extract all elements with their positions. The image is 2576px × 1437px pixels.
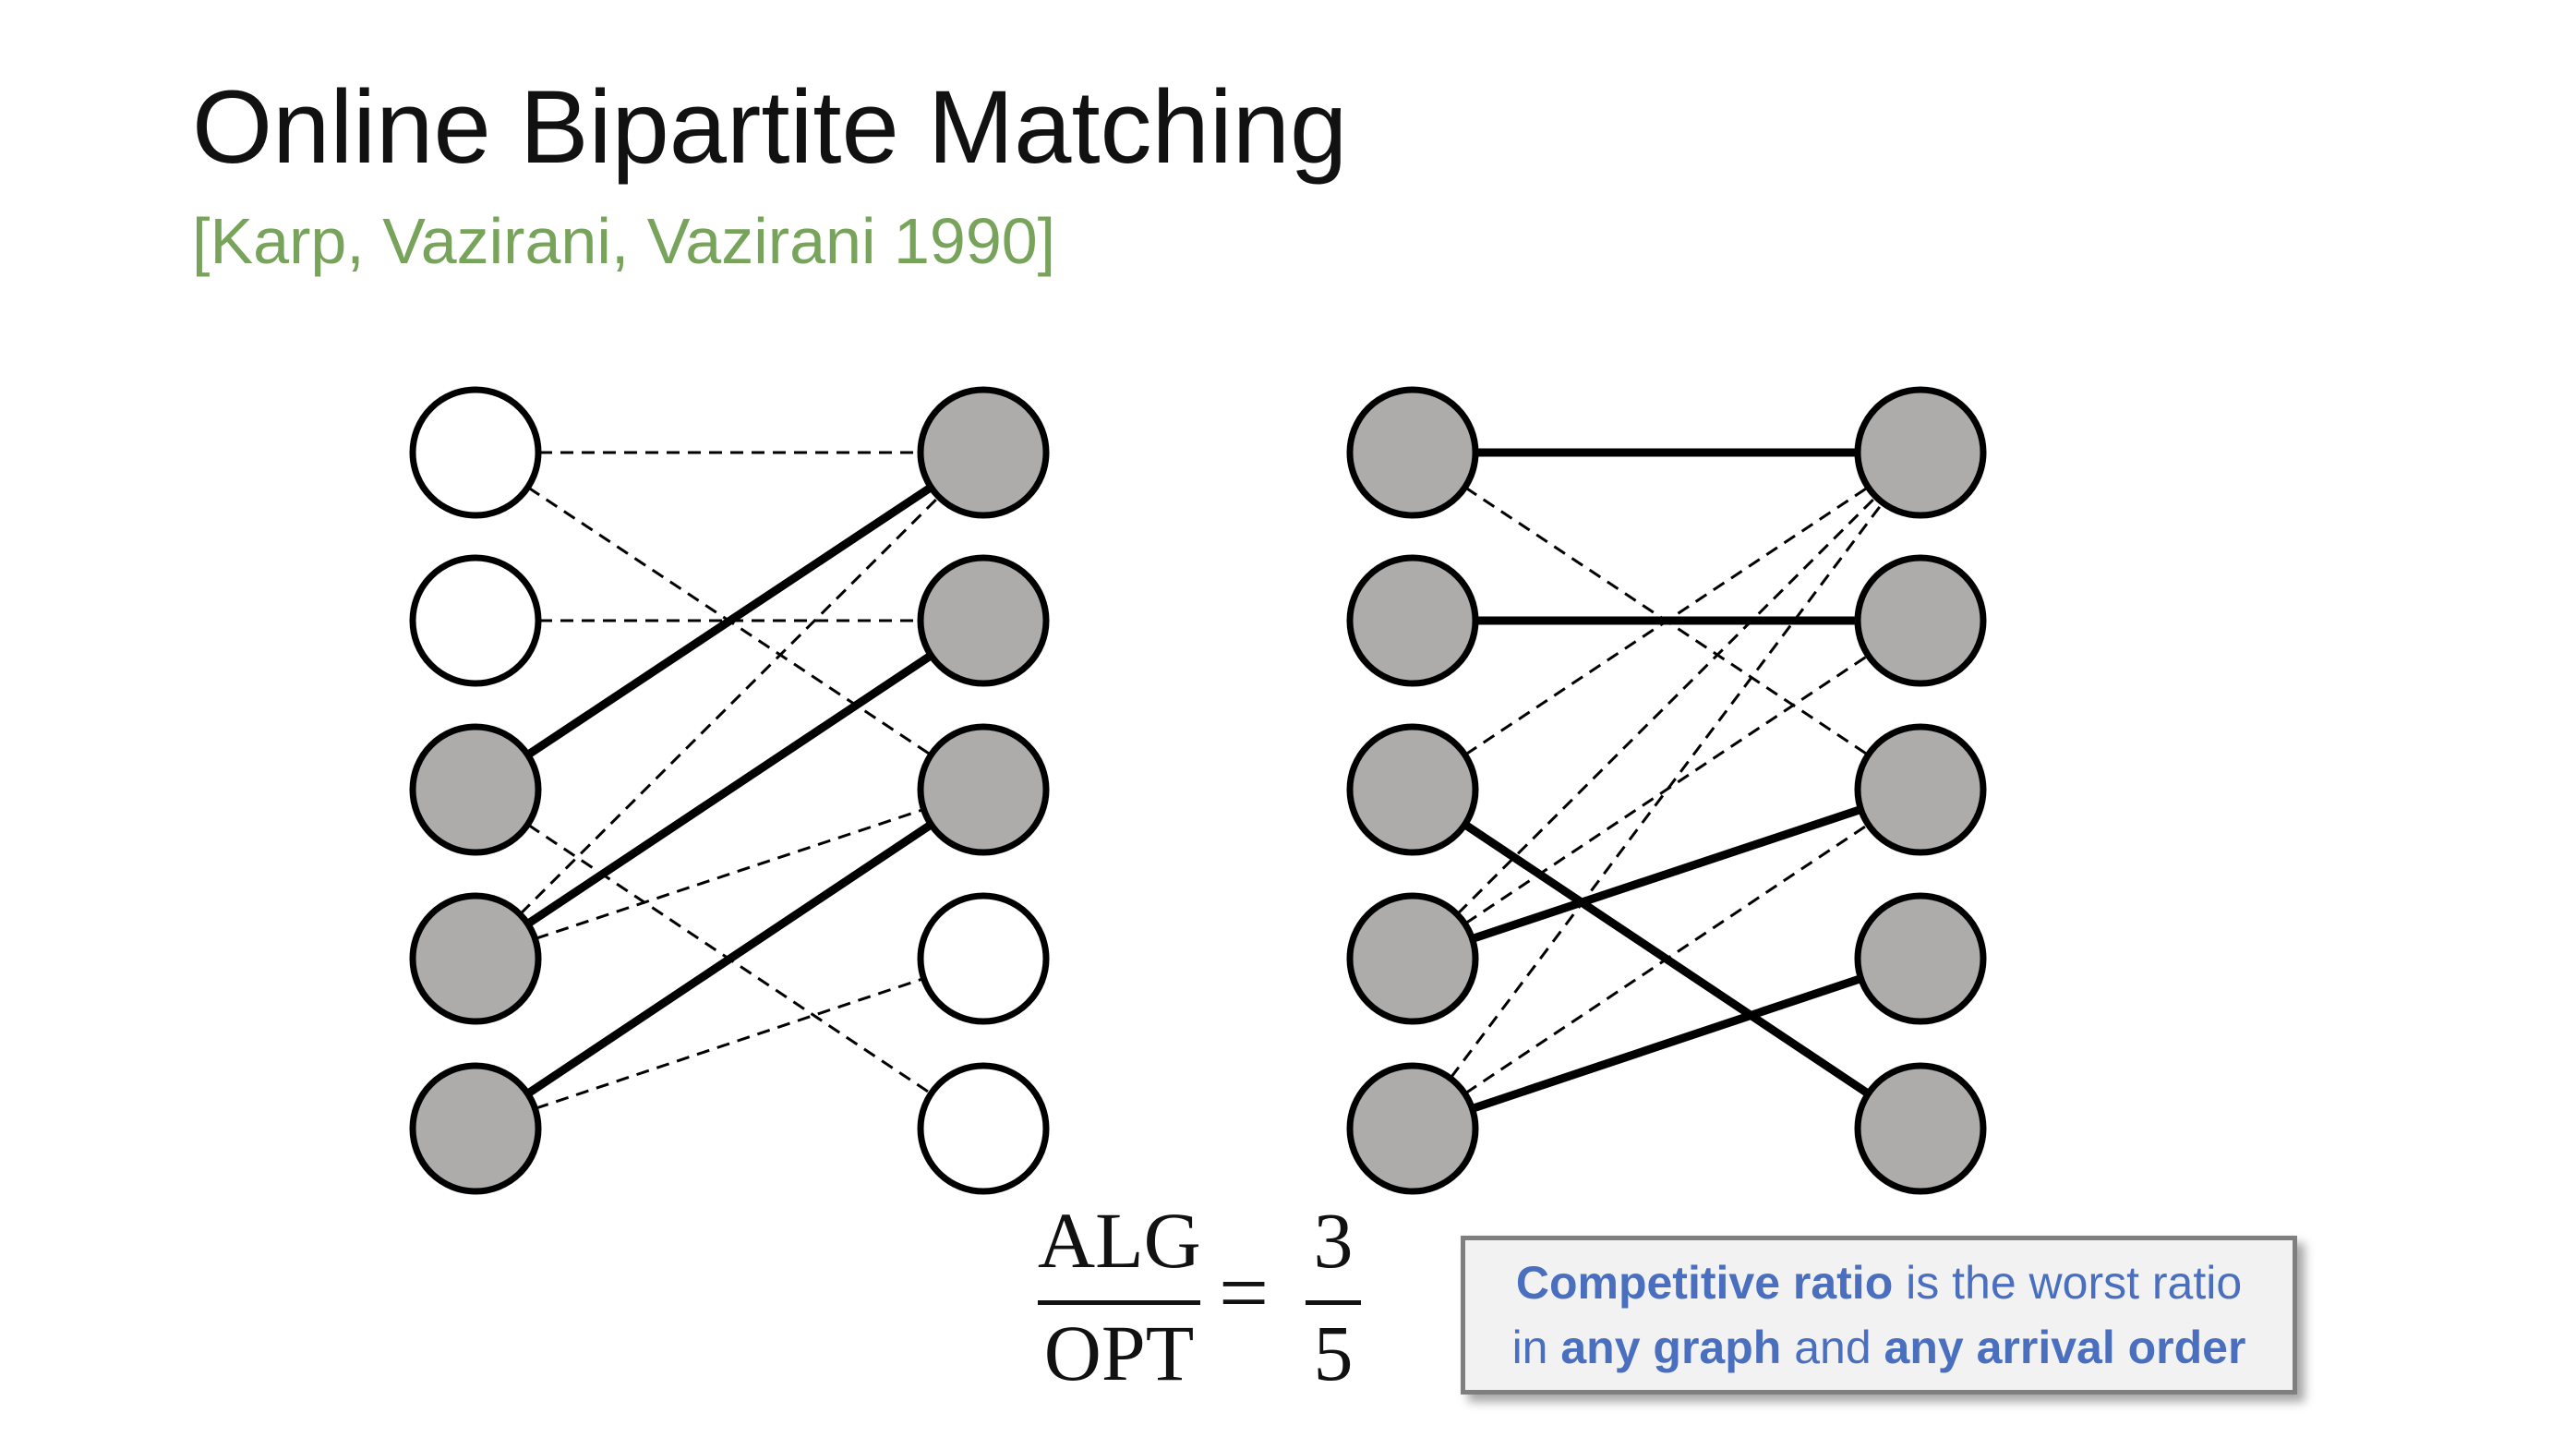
alg-left-vertex [409, 723, 542, 856]
alg-left-vertex [409, 1062, 542, 1195]
callout-text: in [1511, 1322, 1561, 1373]
alg-right-vertex [917, 1062, 1050, 1195]
alg-label: ALG [1038, 1196, 1201, 1285]
callout-bold-term: Competitive ratio [1515, 1257, 1894, 1309]
algorithm-matching-graph [409, 386, 1050, 1195]
alg-candidate-edge [475, 788, 984, 960]
callout-text: is the worst ratio [1893, 1257, 2243, 1309]
slide-title: Online Bipartite Matching [192, 69, 1348, 185]
alg-right-vertex [917, 554, 1050, 687]
opt-right-vertex [1854, 723, 1987, 856]
callout-text: and [1781, 1322, 1884, 1373]
opt-left-vertex [1346, 386, 1479, 519]
alg-left-vertex [409, 386, 542, 519]
opt-left-vertex [1346, 1062, 1479, 1195]
alg-right-vertex [917, 386, 1050, 519]
alg-candidate-edge [475, 957, 984, 1130]
callout-line-1: Competitive ratio is the worst ratio [1465, 1250, 2293, 1315]
callout-bold-term: any graph [1560, 1322, 1782, 1373]
three-fifths-fraction: 3 5 [1306, 1201, 1361, 1413]
callout-bold-term: any arrival order [1884, 1322, 2246, 1373]
competitive-ratio-callout: Competitive ratio is the worst ratio in … [1461, 1236, 2297, 1395]
fraction-bar [1038, 1300, 1200, 1305]
equals-sign: = [1219, 1243, 1270, 1342]
opt-candidate-edge [1411, 451, 1922, 960]
alg-right-vertex [917, 892, 1050, 1025]
alg-matched-edge [473, 449, 986, 793]
alg-left-vertex [409, 892, 542, 1025]
alg-left-vertex [409, 554, 542, 687]
alg-right-vertex [917, 723, 1050, 856]
alg-over-opt-fraction: ALG OPT [1038, 1196, 1201, 1413]
alg-matched-edge [473, 786, 986, 1132]
opt-right-vertex [1854, 554, 1987, 687]
opt-right-vertex [1854, 386, 1987, 519]
opt-matched-edge [1411, 954, 1922, 1133]
ratio-numerator: 3 [1313, 1196, 1354, 1285]
opt-left-vertex [1346, 892, 1479, 1025]
alg-candidate-edge [474, 451, 985, 960]
ratio-denominator: 5 [1313, 1309, 1354, 1397]
opt-label: OPT [1043, 1309, 1195, 1397]
optimal-matching-graph [1346, 386, 1987, 1195]
opt-left-vertex [1346, 554, 1479, 687]
opt-right-vertex [1854, 892, 1987, 1025]
fraction-bar [1306, 1300, 1361, 1305]
opt-candidate-edge [1412, 619, 1921, 960]
opt-right-vertex [1854, 1062, 1987, 1195]
alg-matched-edge [473, 617, 986, 962]
opt-matched-edge [1411, 785, 1922, 963]
callout-line-2: in any graph and any arrival order [1465, 1315, 2293, 1380]
opt-left-vertex [1346, 723, 1479, 856]
opt-matched-edge [1410, 786, 1923, 1132]
citation: [Karp, Vazirani, Vazirani 1990] [192, 205, 1056, 277]
opt-candidate-edge [1411, 452, 1922, 1129]
